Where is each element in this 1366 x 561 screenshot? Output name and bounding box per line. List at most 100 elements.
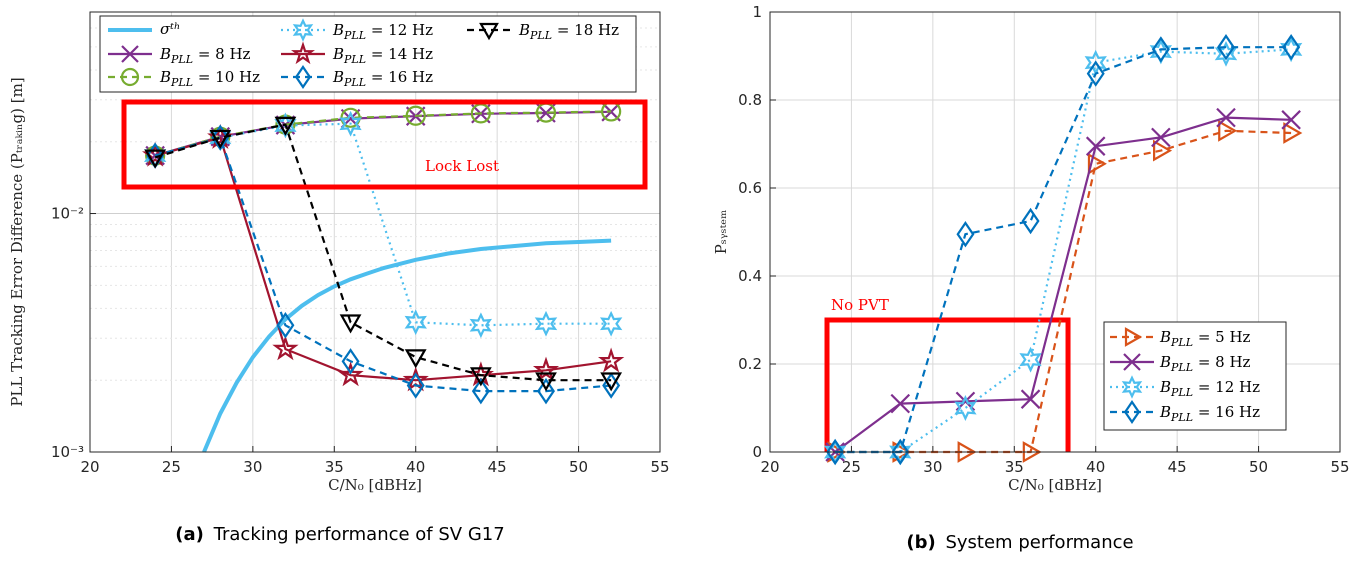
- legend-item: BPLL = 12 Hz: [1110, 375, 1260, 399]
- x-tick-label: 30: [243, 458, 262, 476]
- series-5: [144, 116, 623, 392]
- x-tick-label: 20: [80, 458, 99, 476]
- data-point: [1019, 346, 1042, 373]
- x-tick-label: 55: [1330, 458, 1349, 476]
- caption-a-text: Tracking performance of SV G17: [213, 524, 505, 545]
- axes-frame: [769, 11, 1341, 453]
- series-line: [834, 116, 1292, 453]
- y-axis-label: Pₛᵧₛₜₑₘ: [712, 210, 730, 255]
- data-point: [891, 438, 910, 466]
- data-point: [402, 366, 429, 392]
- data-point: [339, 314, 362, 334]
- series-3: [826, 33, 1301, 466]
- data-point: [1151, 127, 1171, 148]
- x-tick-label: 40: [1086, 458, 1105, 476]
- data-point: [471, 377, 490, 405]
- data-point: [537, 377, 555, 405]
- lock-lost-box: [121, 99, 648, 190]
- legend-label: BPLL = 18 Hz: [518, 21, 619, 42]
- legend-marker: [1123, 353, 1141, 371]
- legend-label: BPLL = 16 Hz: [1159, 403, 1260, 424]
- legend-item: BPLL = 5 Hz: [1110, 327, 1251, 349]
- data-point: [405, 105, 426, 126]
- x-tick-label: 55: [650, 458, 669, 476]
- data-point: [598, 347, 625, 373]
- data-point: [1087, 152, 1107, 175]
- legend-label: BPLL = 12 Hz: [1159, 378, 1260, 399]
- axes-frame: [89, 11, 661, 453]
- data-point: [954, 395, 977, 421]
- x-tick-label: 25: [842, 458, 861, 476]
- legend-label: BPLL = 16 Hz: [332, 68, 433, 89]
- legend-marker: [1124, 327, 1143, 347]
- legend-item: BPLL = 8 Hz: [1110, 353, 1251, 374]
- data-point: [1086, 60, 1105, 87]
- legend-item: BPLL = 14 Hz: [281, 41, 433, 66]
- data-point: [1281, 110, 1301, 130]
- series-line: [154, 136, 612, 382]
- legend-label: BPLL = 5 Hz: [1159, 328, 1251, 349]
- data-point: [406, 372, 425, 399]
- caption-b-tag: (b): [906, 532, 935, 553]
- x-axis-label: C/N₀ [dBHz]: [1008, 476, 1102, 494]
- legend-label: BPLL = 14 Hz: [332, 45, 433, 66]
- data-point: [1217, 33, 1235, 61]
- series-line: [154, 136, 612, 393]
- x-tick-label: 50: [569, 458, 588, 476]
- chart-panel-system: No PVT 20 25 30 35 40 45 50 55 0 0.2 0.4 0.6 0.8 1 C/N₀…: [712, 3, 1350, 494]
- x-tick-label: 45: [488, 458, 507, 476]
- legend-item: BPLL = 16 Hz: [1110, 400, 1260, 424]
- legend-label: BPLL = 8 Hz: [1159, 353, 1251, 374]
- legend-label: BPLL = 8 Hz: [159, 45, 251, 66]
- data-point: [274, 116, 297, 136]
- data-point: [276, 312, 295, 339]
- legend-item: BPLL = 10 Hz: [108, 67, 260, 89]
- x-tick-label: 50: [1249, 458, 1268, 476]
- legend-marker: [121, 45, 139, 63]
- caption-a-tag: (a): [175, 524, 204, 545]
- data-point: [890, 393, 911, 414]
- legend-marker: [291, 41, 315, 65]
- legend-item: BPLL = 18 Hz: [467, 21, 619, 42]
- x-tick-label: 40: [406, 458, 425, 476]
- chart-panel-tracking: Lock Lost 20 25 30 35 40 45 50 55 10⁻³ 10⁻² C/N₀ [d…: [8, 11, 670, 494]
- data-point: [1021, 207, 1040, 235]
- data-point: [956, 220, 975, 248]
- legend-marker: [120, 67, 140, 87]
- data-point: [211, 124, 230, 151]
- legend-item: BPLL = 16 Hz: [281, 65, 433, 89]
- data-point: [144, 149, 167, 169]
- y-tick-label: 10⁻³: [51, 443, 84, 461]
- data-point: [1218, 119, 1238, 142]
- legend-item: BPLL = 8 Hz: [108, 45, 251, 66]
- data-point: [1151, 36, 1170, 63]
- data-point: [1020, 389, 1041, 409]
- data-point: [339, 110, 362, 137]
- legend-marker: [479, 22, 499, 41]
- no-pvt-label: No PVT: [831, 296, 889, 314]
- data-point: [599, 310, 623, 337]
- legend-label: σᵗʰ: [160, 20, 180, 38]
- data-point: [341, 348, 360, 375]
- legend-marker: [292, 18, 314, 42]
- data-point: [469, 312, 493, 339]
- data-point: [1282, 33, 1301, 61]
- data-point: [274, 112, 297, 139]
- legend-item: BPLL = 12 Hz: [281, 18, 433, 42]
- legend-marker: [1121, 375, 1143, 399]
- x-tick-label: 30: [923, 458, 942, 476]
- x-tick-label: 35: [325, 458, 344, 476]
- series-line: [835, 48, 1292, 454]
- x-tick-label: 45: [1168, 458, 1187, 476]
- legend-label: BPLL = 12 Hz: [332, 21, 433, 42]
- y-tick-label: 0.2: [738, 355, 762, 373]
- no-pvt-box: [824, 317, 1071, 452]
- x-axis-label: C/N₀ [dBHz]: [328, 476, 422, 494]
- legend-marker: [294, 65, 312, 89]
- caption-b-text: System performance: [945, 532, 1133, 553]
- caption-b: (b) System performance: [906, 532, 1133, 553]
- series-2: [143, 110, 623, 339]
- x-tick-label: 35: [1005, 458, 1024, 476]
- y-axis-label: PLL Tracking Error Difference (Pₜᵣₐₖᵢₙg)…: [8, 77, 26, 406]
- data-point: [600, 372, 623, 392]
